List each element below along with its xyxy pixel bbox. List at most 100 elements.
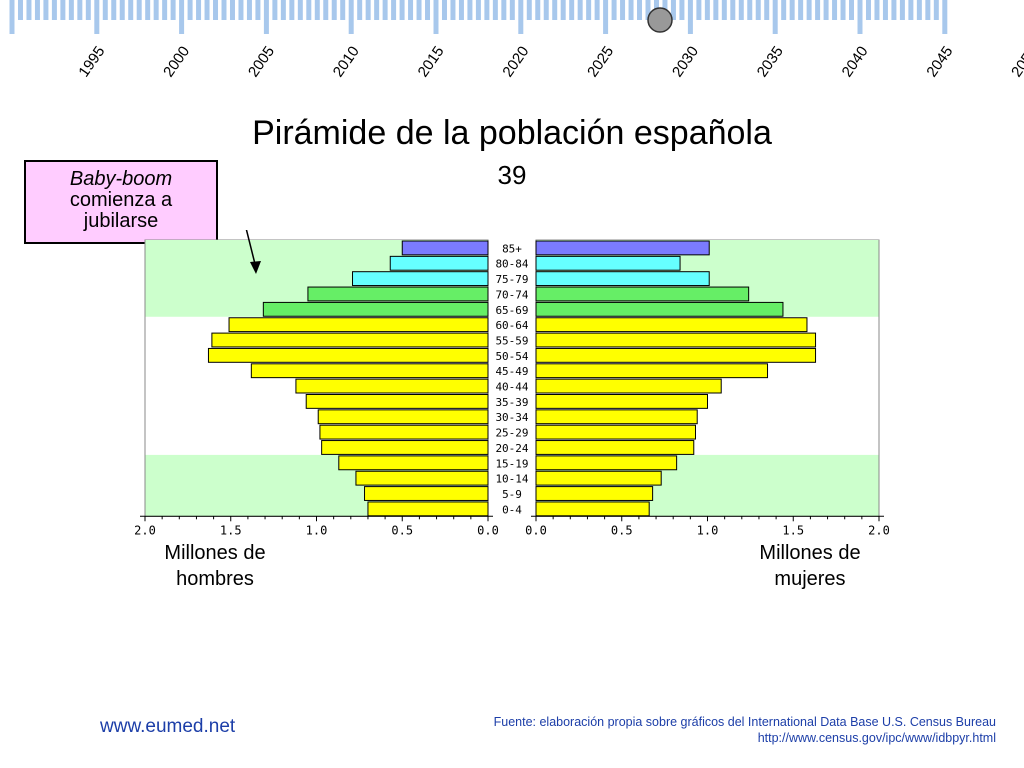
timeline-tick[interactable]	[832, 0, 838, 20]
timeline-year-label[interactable]: 2025	[584, 43, 617, 80]
timeline-tick[interactable]	[713, 0, 719, 20]
timeline-tick[interactable]	[297, 0, 303, 20]
timeline-tick[interactable]	[374, 0, 380, 20]
timeline-tick[interactable]	[696, 0, 702, 20]
timeline-tick[interactable]	[806, 0, 812, 20]
timeline-tick[interactable]	[229, 0, 235, 20]
timeline-major-tick[interactable]	[942, 0, 948, 34]
timeline-tick[interactable]	[560, 0, 566, 20]
timeline-tick[interactable]	[823, 0, 829, 20]
timeline-tick[interactable]	[128, 0, 134, 20]
timeline-tick[interactable]	[162, 0, 168, 20]
timeline-tick[interactable]	[441, 0, 447, 20]
timeline-tick[interactable]	[492, 0, 498, 20]
timeline-tick[interactable]	[509, 0, 515, 20]
timeline-tick[interactable]	[68, 0, 74, 20]
timeline-year-label[interactable]: 2005	[245, 43, 278, 80]
timeline-tick[interactable]	[543, 0, 549, 20]
timeline-tick[interactable]	[246, 0, 252, 20]
timeline-tick[interactable]	[747, 0, 753, 20]
timeline-tick[interactable]	[77, 0, 83, 20]
source-url[interactable]: http://www.census.gov/ipc/www/idbpyr.htm…	[757, 731, 996, 745]
timeline-year-label[interactable]: 2030	[669, 43, 702, 80]
timeline-major-tick[interactable]	[772, 0, 778, 34]
timeline-tick[interactable]	[357, 0, 363, 20]
timeline-tick[interactable]	[798, 0, 804, 20]
timeline-tick[interactable]	[569, 0, 575, 20]
timeline-tick[interactable]	[306, 0, 312, 20]
timeline-tick[interactable]	[721, 0, 727, 20]
timeline-tick[interactable]	[899, 0, 905, 20]
timeline-tick[interactable]	[467, 0, 473, 20]
timeline-tick[interactable]	[781, 0, 787, 20]
timeline-tick[interactable]	[526, 0, 532, 20]
timeline-tick[interactable]	[865, 0, 871, 20]
timeline-tick[interactable]	[535, 0, 541, 20]
timeline-tick[interactable]	[119, 0, 125, 20]
timeline-tick[interactable]	[577, 0, 583, 20]
timeline-tick[interactable]	[85, 0, 91, 20]
timeline-tick[interactable]	[51, 0, 57, 20]
timeline-tick[interactable]	[874, 0, 880, 20]
timeline-tick[interactable]	[891, 0, 897, 20]
timeline-tick[interactable]	[399, 0, 405, 20]
timeline-tick[interactable]	[458, 0, 464, 20]
timeline-year-label[interactable]: 1995	[75, 43, 108, 80]
timeline-tick[interactable]	[43, 0, 49, 20]
timeline-tick[interactable]	[314, 0, 320, 20]
timeline-tick[interactable]	[102, 0, 108, 20]
timeline-tick[interactable]	[153, 0, 159, 20]
timeline-tick[interactable]	[849, 0, 855, 20]
timeline-year-label[interactable]: 2000	[160, 43, 193, 80]
timeline-tick[interactable]	[255, 0, 261, 20]
timeline-tick[interactable]	[620, 0, 626, 20]
timeline-tick[interactable]	[916, 0, 922, 20]
timeline-tick[interactable]	[586, 0, 592, 20]
timeline-year-label[interactable]: 2010	[330, 43, 363, 80]
timeline-tick[interactable]	[501, 0, 507, 20]
timeline-year-label[interactable]: 2035	[754, 43, 787, 80]
timeline-tick[interactable]	[416, 0, 422, 20]
timeline-year-label[interactable]: 2020	[499, 43, 532, 80]
timeline-tick[interactable]	[628, 0, 634, 20]
timeline-major-tick[interactable]	[603, 0, 609, 34]
timeline-tick[interactable]	[213, 0, 219, 20]
timeline-tick[interactable]	[484, 0, 490, 20]
timeline-tick[interactable]	[738, 0, 744, 20]
timeline-major-tick[interactable]	[94, 0, 100, 34]
timeline-tick[interactable]	[187, 0, 193, 20]
timeline-tick[interactable]	[882, 0, 888, 20]
timeline-tick[interactable]	[764, 0, 770, 20]
timeline-tick[interactable]	[331, 0, 337, 20]
timeline-tick[interactable]	[391, 0, 397, 20]
timeline-tick[interactable]	[755, 0, 761, 20]
timeline-major-tick[interactable]	[857, 0, 863, 34]
timeline-tick[interactable]	[170, 0, 176, 20]
timeline-tick[interactable]	[840, 0, 846, 20]
year-timeline[interactable]: 1995 2000 2005 2010 2015 2020 2025 2030 2035 2040…	[0, 0, 1024, 90]
timeline-tick[interactable]	[679, 0, 685, 20]
timeline-year-label[interactable]: 2040	[839, 43, 872, 80]
timeline-tick[interactable]	[789, 0, 795, 20]
timeline-tick[interactable]	[340, 0, 346, 20]
timeline-current-marker[interactable]	[647, 7, 673, 33]
timeline-tick[interactable]	[933, 0, 939, 20]
timeline-tick[interactable]	[475, 0, 481, 20]
timeline-major-tick[interactable]	[348, 0, 354, 34]
timeline-tick[interactable]	[611, 0, 617, 20]
timeline-tick[interactable]	[196, 0, 202, 20]
timeline-tick[interactable]	[60, 0, 66, 20]
timeline-tick[interactable]	[645, 0, 651, 20]
timeline-tick[interactable]	[136, 0, 142, 20]
timeline-year-label[interactable]: 2045	[923, 43, 956, 80]
timeline-tick[interactable]	[908, 0, 914, 20]
timeline-tick[interactable]	[382, 0, 388, 20]
timeline-major-tick[interactable]	[9, 0, 15, 34]
timeline-tick[interactable]	[238, 0, 244, 20]
timeline-tick[interactable]	[280, 0, 286, 20]
timeline-tick[interactable]	[552, 0, 558, 20]
timeline-tick[interactable]	[425, 0, 431, 20]
timeline-tick[interactable]	[670, 0, 676, 20]
timeline-major-tick[interactable]	[179, 0, 185, 34]
timeline-tick[interactable]	[704, 0, 710, 20]
